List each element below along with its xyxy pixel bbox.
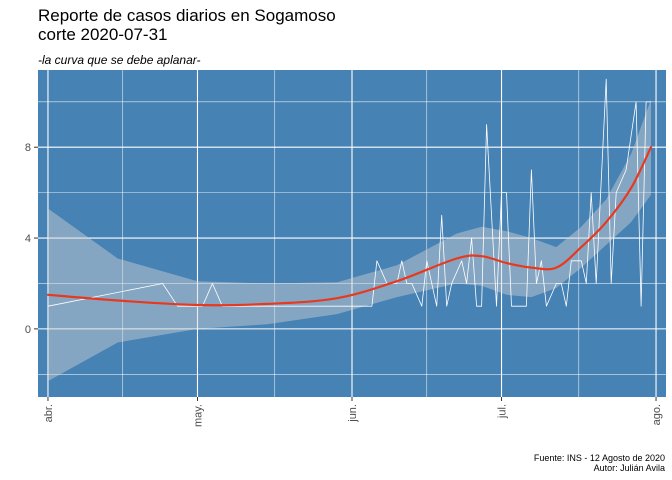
x-tick-label: abr. [43, 404, 55, 422]
confidence-band [48, 99, 651, 382]
x-tick-label: may. [192, 404, 204, 427]
chart-title-line-1: Reporte de casos diarios en Sogamoso [38, 6, 336, 25]
y-tick-label: 0 [25, 324, 31, 336]
caption-author: Autor: Julián Avila [593, 463, 665, 473]
y-tick-label: 4 [25, 233, 31, 245]
trend-line [46, 146, 653, 307]
y-tick-label: 8 [25, 142, 31, 154]
chart-caption: Fuente: INS - 12 Agosto de 2020 Autor: J… [534, 453, 665, 473]
x-tick-label: jul. [497, 404, 509, 419]
caption-source: Fuente: INS - 12 Agosto de 2020 [533, 453, 665, 463]
chart-title: Reporte de casos diarios en Sogamoso cor… [38, 6, 336, 44]
chart-subtitle: -la curva que se debe aplanar- [38, 53, 201, 67]
x-tick-label: jun. [347, 404, 359, 423]
x-tick-label: ago. [651, 404, 663, 425]
chart-title-line-2: corte 2020-07-31 [38, 25, 168, 44]
